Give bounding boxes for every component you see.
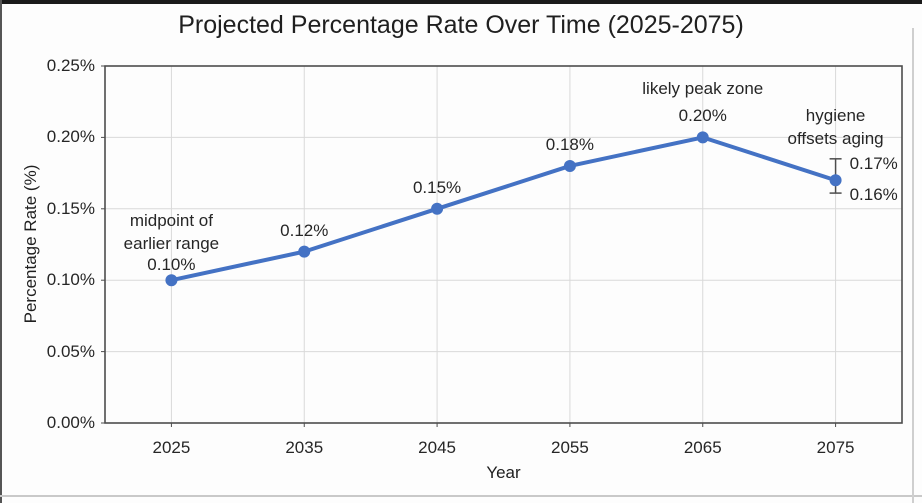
screenshot-edge-top: [0, 0, 922, 4]
chart-title: Projected Percentage Rate Over Time (202…: [178, 11, 744, 39]
data-point-2035: [298, 245, 311, 258]
data-point-2065: [696, 131, 709, 144]
x-axis-title: Year: [486, 463, 521, 482]
series-line: [169, 135, 838, 283]
screenshot-edge-left: [0, 0, 2, 503]
screenshot-edge-right: [912, 28, 914, 503]
data-point-2075: [829, 174, 842, 187]
data-point-2025: [165, 274, 178, 287]
plot-border: [104, 65, 903, 424]
data-point-2045: [431, 202, 444, 215]
data-point-2055: [563, 159, 576, 172]
screenshot-edge-bottom: [0, 495, 922, 497]
